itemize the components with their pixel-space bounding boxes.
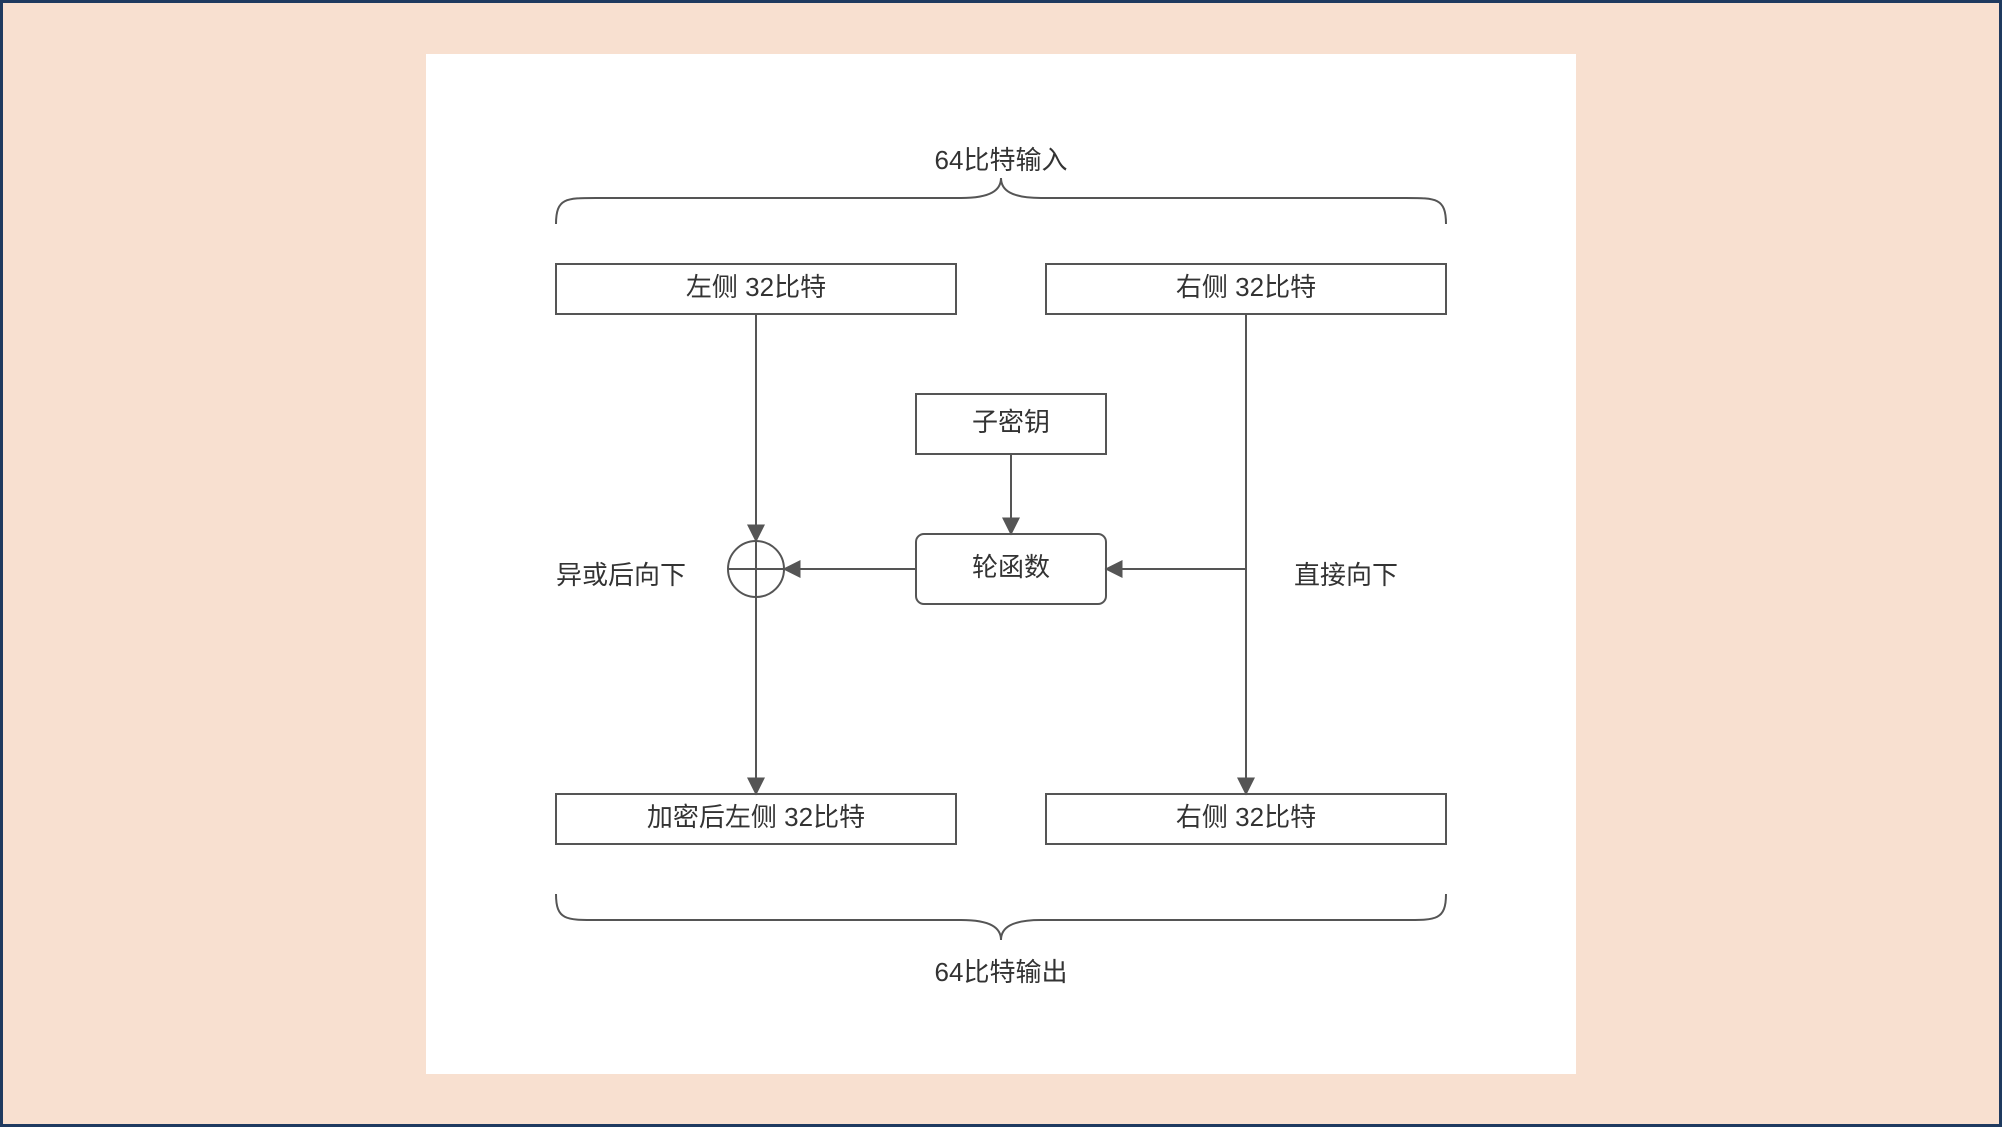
brace-top <box>556 178 1446 224</box>
label-xor: 异或后向下 <box>556 559 686 589</box>
label-top: 64比特输入 <box>935 144 1068 174</box>
label-enc-left: 加密后左侧 32比特 <box>647 801 865 831</box>
label-enc-right: 右侧 32比特 <box>1176 801 1316 831</box>
outer-frame: 64比特输入64比特输出左侧 32比特右侧 32比特子密钥轮函数加密后左侧 32… <box>0 0 2002 1127</box>
flowchart-svg: 64比特输入64比特输出左侧 32比特右侧 32比特子密钥轮函数加密后左侧 32… <box>426 54 1576 1074</box>
label-round-function: 轮函数 <box>972 551 1050 581</box>
label-right-input: 右侧 32比特 <box>1176 271 1316 301</box>
label-bottom: 64比特输出 <box>935 956 1068 986</box>
diagram-canvas: 64比特输入64比特输出左侧 32比特右侧 32比特子密钥轮函数加密后左侧 32… <box>426 54 1576 1074</box>
label-left-input: 左侧 32比特 <box>686 271 826 301</box>
label-subkey: 子密钥 <box>972 406 1050 436</box>
label-direct: 直接向下 <box>1294 559 1398 589</box>
brace-bottom <box>556 894 1446 940</box>
